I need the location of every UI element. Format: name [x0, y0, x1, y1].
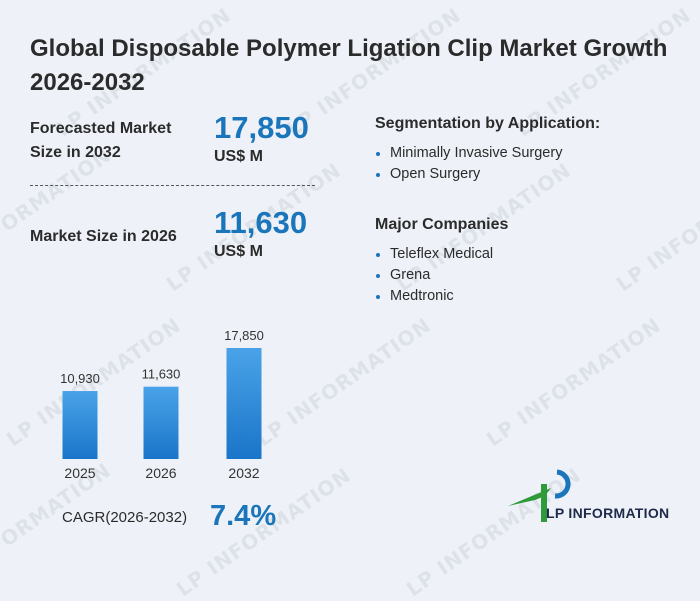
list-item: Minimally Invasive Surgery: [375, 143, 562, 164]
current-unit: US$ M: [214, 243, 263, 260]
companies-heading: Major Companies: [375, 216, 509, 233]
segmentation-heading: Segmentation by Application:: [375, 115, 601, 132]
bar-2025: [62, 391, 98, 459]
bar-2032: [226, 348, 262, 459]
list-item: Teleflex Medical: [375, 244, 493, 265]
x-tick-label-2026: 2026: [145, 465, 176, 481]
brand-name: LP INFORMATION: [546, 505, 670, 521]
current-value: 11,630: [214, 205, 308, 240]
segmentation-list: Minimally Invasive Surgery Open Surgery: [375, 143, 562, 185]
page-title: Global Disposable Polymer Ligation Clip …: [30, 35, 668, 96]
x-tick-label-2025: 2025: [64, 465, 95, 481]
forecast-value: 17,850: [214, 110, 309, 145]
bar-2026: [143, 386, 179, 459]
companies-list: Teleflex Medical Grena Medtronic: [375, 244, 493, 307]
forecast-label: Forecasted Market Size in 2032: [30, 120, 172, 161]
list-item: Medtronic: [375, 286, 493, 307]
current-label: Market Size in 2026: [30, 228, 177, 245]
forecast-unit: US$ M: [214, 148, 263, 165]
list-item: Grena: [375, 265, 493, 286]
data-label-2025: 10,930: [60, 371, 100, 386]
bar-chart: 10,930 2025 11,630 2026 17,850 2032: [60, 328, 264, 481]
list-item: Open Surgery: [375, 164, 562, 185]
cagr-value: 7.4%: [210, 500, 277, 532]
lp-logo-icon: [508, 469, 571, 522]
data-label-2032: 17,850: [224, 328, 264, 343]
divider: [30, 185, 315, 186]
cagr-label: CAGR(2026-2032): [62, 509, 188, 526]
x-tick-label-2032: 2032: [228, 465, 259, 481]
data-label-2026: 11,630: [142, 367, 181, 382]
